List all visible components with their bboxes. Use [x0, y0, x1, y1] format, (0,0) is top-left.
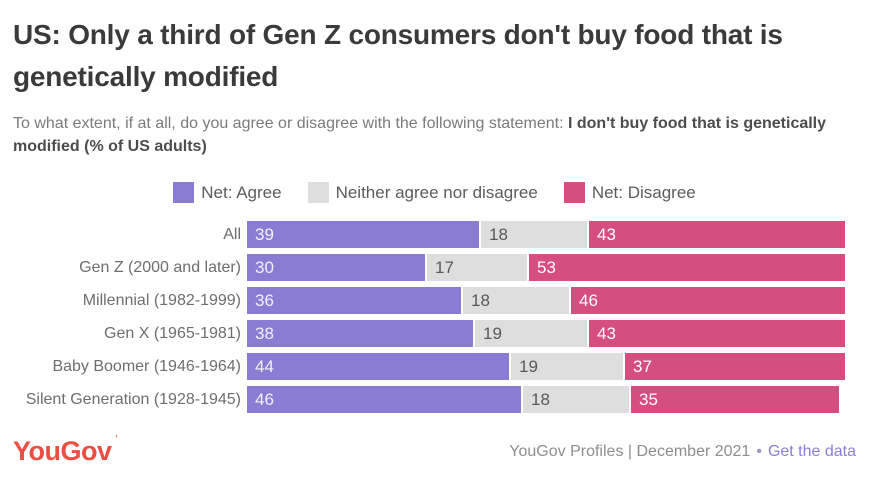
category-label: Baby Boomer (1946-1964) — [52, 357, 241, 375]
legend-item-neither: Neither agree nor disagree — [307, 182, 538, 203]
bar-value-label: 37 — [633, 357, 652, 376]
bar-segment-agree: 36 — [247, 287, 461, 314]
subtitle: To what extent, if at all, do you agree … — [13, 112, 856, 158]
bar-segment-neither: 18 — [523, 386, 629, 413]
source-line: YouGov Profiles | December 2021 • Get th… — [509, 443, 856, 461]
page-title: US: Only a third of Gen Z consumers don'… — [13, 19, 783, 92]
chart-row: Gen X (1965-1981) 38 19 43 — [13, 320, 856, 347]
bar-segment-disagree: 53 — [529, 254, 845, 281]
bar-segment-neither: 17 — [427, 254, 527, 281]
bar-value-label: 38 — [255, 324, 274, 343]
bar-value-label: 46 — [579, 291, 598, 310]
bar-segment-agree: 44 — [247, 353, 509, 380]
bar-segment-agree: 39 — [247, 221, 479, 248]
bar-value-label: 43 — [597, 225, 616, 244]
bar-value-label: 19 — [519, 357, 538, 376]
stacked-bar-chart: All 39 18 43 Gen Z (2000 and later) 30 17 53 Mil… — [13, 221, 856, 413]
bar-stack: 44 19 37 — [247, 353, 845, 380]
chart-row: Gen Z (2000 and later) 30 17 53 — [13, 254, 856, 281]
bar-value-label: 53 — [537, 258, 556, 277]
bar-value-label: 36 — [255, 291, 274, 310]
legend-label-neither: Neither agree nor disagree — [335, 182, 538, 202]
bar-segment-neither: 19 — [475, 320, 587, 347]
bar-stack: 38 19 43 — [247, 320, 845, 347]
legend-item-agree: Net: Agree — [173, 182, 282, 203]
category-label: Gen Z (2000 and later) — [79, 258, 241, 276]
bar-segment-agree: 46 — [247, 386, 521, 413]
bar-segment-disagree: 46 — [571, 287, 845, 314]
chart-row: All 39 18 43 — [13, 221, 856, 248]
bar-value-label: 18 — [531, 390, 550, 409]
bar-stack: 39 18 43 — [247, 221, 845, 248]
bar-stack: 36 18 46 — [247, 287, 845, 314]
category-label: Silent Generation (1928-1945) — [25, 390, 241, 408]
bar-segment-disagree: 35 — [631, 386, 839, 413]
legend-label-agree: Net: Agree — [201, 182, 282, 202]
bar-value-label: 44 — [255, 357, 274, 376]
bar-value-label: 39 — [255, 225, 274, 244]
bar-value-label: 18 — [489, 225, 508, 244]
bar-segment-disagree: 37 — [625, 353, 845, 380]
bar-segment-agree: 38 — [247, 320, 473, 347]
bar-value-label: 30 — [255, 258, 274, 277]
bar-value-label: 18 — [471, 291, 490, 310]
category-label: Millennial (1982-1999) — [82, 291, 241, 309]
subtitle-statement: I don't buy food that is genetically mod… — [13, 115, 827, 155]
bar-value-label: 43 — [597, 324, 616, 343]
chart-row: Baby Boomer (1946-1964) 44 19 37 — [13, 353, 856, 380]
legend: Net: Agree Neither agree nor disagree Ne… — [13, 182, 856, 203]
category-label: All — [223, 225, 241, 243]
bar-value-label: 35 — [639, 390, 658, 409]
bar-segment-agree: 30 — [247, 254, 425, 281]
bar-value-label: 19 — [483, 324, 502, 343]
bar-segment-neither: 19 — [511, 353, 623, 380]
bar-value-label: 46 — [255, 390, 274, 409]
source-separator: • — [756, 442, 762, 460]
yougov-logo: YouGov’ — [13, 434, 118, 466]
agree-swatch-icon — [173, 182, 195, 203]
footer: YouGov’ YouGov Profiles | December 2021 … — [13, 434, 856, 467]
logo-trademark-icon: ’ — [115, 434, 118, 445]
bar-segment-disagree: 43 — [589, 221, 845, 248]
subtitle-question: To what extent, if at all, do you agree … — [13, 115, 568, 132]
legend-label-disagree: Net: Disagree — [591, 182, 696, 202]
chart-card: US: Only a third of Gen Z consumers don'… — [13, 19, 856, 413]
bar-stack: 46 18 35 — [247, 386, 839, 413]
source-text: YouGov Profiles | December 2021 — [509, 442, 751, 460]
chart-row: Millennial (1982-1999) 36 18 46 — [13, 287, 856, 314]
bar-segment-disagree: 43 — [589, 320, 845, 347]
bar-stack: 30 17 53 — [247, 254, 845, 281]
bar-segment-neither: 18 — [481, 221, 587, 248]
disagree-swatch-icon — [563, 182, 585, 203]
bar-value-label: 17 — [435, 258, 454, 277]
category-label: Gen X (1965-1981) — [104, 324, 241, 342]
legend-item-disagree: Net: Disagree — [563, 182, 696, 203]
get-the-data-link[interactable]: Get the data — [767, 442, 856, 460]
chart-row: Silent Generation (1928-1945) 46 18 35 — [13, 386, 856, 413]
neither-swatch-icon — [307, 182, 329, 203]
bar-segment-neither: 18 — [463, 287, 569, 314]
